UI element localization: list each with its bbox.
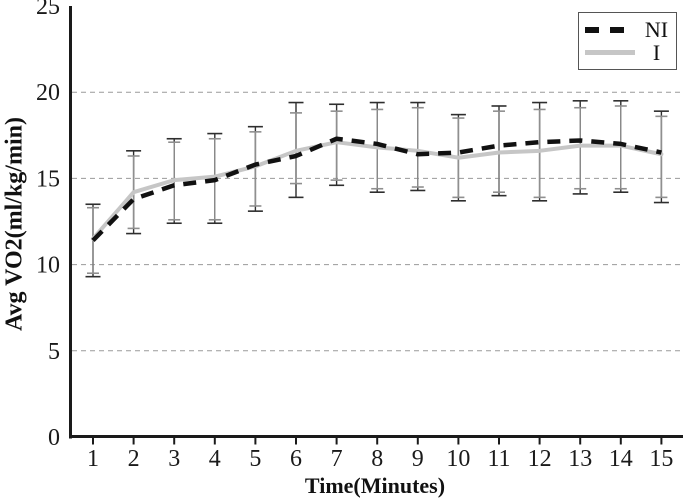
x-tick-label: 7 — [331, 446, 343, 472]
y-axis-title: Avg VO2(ml/kg/min) — [1, 117, 28, 331]
series-line-ni — [91, 136, 662, 243]
series-line-i — [91, 140, 664, 241]
x-tick-label: 6 — [290, 446, 302, 472]
y-tick-label: 25 — [36, 0, 60, 20]
legend-entry-i: I — [585, 39, 670, 65]
dashed-line-sample-icon — [585, 26, 635, 33]
x-tick-label: 8 — [371, 446, 383, 472]
y-tick-label: 10 — [36, 253, 60, 279]
y-tick-label: 5 — [48, 339, 60, 365]
x-tick-label: 2 — [128, 446, 140, 472]
x-tick-label: 12 — [528, 446, 552, 472]
solid-line-sample-icon — [585, 50, 635, 55]
x-tick-label: 4 — [209, 446, 221, 472]
legend-label-i: I — [652, 39, 661, 65]
x-tick-label: 11 — [487, 446, 510, 472]
x-tick-label: 15 — [649, 446, 673, 472]
x-tick-label: 10 — [446, 446, 470, 472]
y-tick-label: 15 — [36, 166, 60, 192]
x-tick-label: 3 — [168, 446, 180, 472]
x-tick-label: 14 — [609, 446, 633, 472]
y-tick-label: 0 — [48, 425, 60, 451]
legend: NI I — [578, 12, 677, 70]
x-axis-title: Time(Minutes) — [304, 473, 446, 498]
legend-entry-ni: NI — [585, 16, 670, 42]
x-tick-label: 1 — [87, 446, 99, 472]
x-tick-label: 5 — [249, 446, 261, 472]
x-tick-label: 9 — [412, 446, 424, 472]
x-tick-label: 13 — [568, 446, 592, 472]
legend-label-ni: NI — [644, 16, 669, 42]
y-tick-label: 20 — [36, 80, 60, 106]
